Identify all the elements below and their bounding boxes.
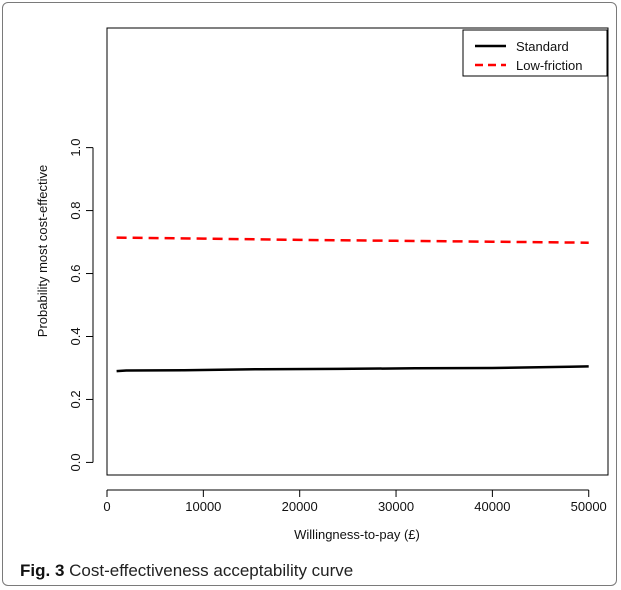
figure-caption: Fig. 3 Cost-effectiveness acceptability … — [20, 561, 353, 581]
cea-chart: 0 10000 20000 30000 40000 50000 0.00.20.40.60… — [35, 27, 609, 542]
y-tick-label: 1.0 — [68, 139, 83, 157]
x-tick-label: 10000 — [185, 499, 221, 514]
plot-area-box — [106, 27, 609, 476]
caption-text: Cost-effectiveness acceptability curve — [69, 561, 354, 580]
y-tick-label: 0.2 — [68, 390, 83, 408]
x-tick-label: 0 — [103, 499, 110, 514]
y-tick-label: 0.8 — [68, 202, 83, 220]
caption-label: Fig. 3 — [20, 561, 65, 580]
series-line-standard — [116, 365, 589, 373]
y-tick-label: 0.6 — [68, 264, 83, 282]
legend-box — [462, 29, 608, 77]
legend-label-standard: Standard — [516, 39, 569, 54]
x-tick-label: 30000 — [378, 499, 414, 514]
y-axis: 0.0 0.2 0.4 0.6 0.8 1.0 — [68, 139, 94, 471]
x-axis: 0 10000 20000 30000 40000 50000 — [103, 489, 607, 514]
x-axis-label: Willingness-to-pay (£) — [294, 527, 420, 542]
y-axis-label: Probability most cost-effective — [35, 165, 50, 337]
legend-label-low-friction: Low-friction — [516, 58, 582, 73]
x-tick-label: 50000 — [571, 499, 607, 514]
series-layer — [116, 236, 589, 373]
legend: Standard Low-friction — [462, 29, 608, 77]
x-tick-label: 40000 — [474, 499, 510, 514]
series-line-low-friction — [116, 236, 589, 244]
y-tick-label: 0.4 — [68, 327, 83, 345]
y-tick-label: 0.0 — [68, 453, 83, 471]
x-tick-label: 20000 — [282, 499, 318, 514]
